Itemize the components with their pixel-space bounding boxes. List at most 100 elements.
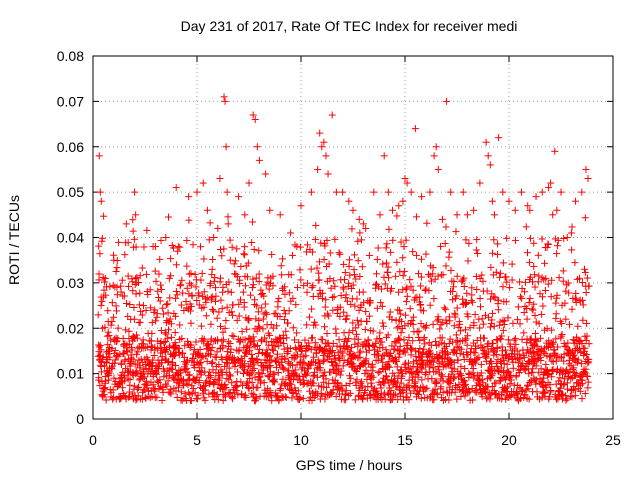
data-point <box>350 271 358 279</box>
data-point <box>217 296 225 304</box>
data-point <box>174 243 182 251</box>
data-point <box>578 340 586 348</box>
data-point <box>151 267 159 275</box>
data-point <box>475 353 483 361</box>
data-point <box>417 320 425 328</box>
data-point <box>474 249 482 257</box>
data-point <box>303 321 311 329</box>
data-point <box>269 282 277 290</box>
data-point <box>457 363 465 371</box>
data-point <box>471 310 479 318</box>
data-point <box>490 236 498 244</box>
data-point <box>98 234 106 242</box>
data-point <box>535 320 543 328</box>
data-point <box>525 299 533 307</box>
data-point <box>403 292 411 300</box>
data-point <box>251 116 259 124</box>
data-point <box>393 258 401 266</box>
data-point <box>579 316 587 324</box>
data-point <box>508 260 516 268</box>
data-point <box>555 274 563 282</box>
data-point <box>551 235 559 243</box>
data-point <box>530 300 538 308</box>
data-point <box>312 321 320 329</box>
data-point <box>512 340 520 348</box>
data-point <box>430 295 438 303</box>
data-point <box>329 340 337 348</box>
data-point <box>546 381 554 389</box>
data-point <box>509 358 517 366</box>
data-point <box>259 315 267 323</box>
data-point <box>296 243 304 251</box>
data-point <box>415 270 423 278</box>
data-point <box>429 358 437 366</box>
data-point <box>420 345 428 353</box>
data-point <box>266 331 274 339</box>
data-point <box>557 332 565 340</box>
data-point <box>406 305 414 313</box>
data-point <box>275 294 283 302</box>
data-point <box>191 270 199 278</box>
data-point <box>464 257 472 265</box>
data-point <box>384 376 392 384</box>
data-point <box>120 292 128 300</box>
data-point <box>514 316 522 324</box>
data-point <box>548 326 556 334</box>
data-point <box>405 359 413 367</box>
data-point <box>128 346 136 354</box>
data-point <box>218 371 226 379</box>
data-point <box>217 322 225 330</box>
data-point <box>389 236 397 244</box>
data-point <box>136 272 144 280</box>
data-point <box>96 250 104 258</box>
data-point <box>95 242 103 250</box>
data-point <box>472 246 480 254</box>
data-point <box>244 273 252 281</box>
data-point <box>412 347 420 355</box>
data-point <box>439 377 447 385</box>
data-point <box>370 188 378 196</box>
data-point <box>214 224 222 232</box>
data-point <box>417 255 425 263</box>
data-point <box>462 300 470 308</box>
data-point <box>454 356 462 364</box>
data-point <box>445 248 453 256</box>
data-point <box>479 379 487 387</box>
data-point <box>402 311 410 319</box>
data-point <box>583 351 591 359</box>
data-point <box>213 348 221 356</box>
data-point <box>496 269 504 277</box>
data-point <box>426 188 434 196</box>
data-point <box>138 311 146 319</box>
data-point <box>200 303 208 311</box>
data-point <box>392 357 400 365</box>
data-point <box>476 294 484 302</box>
data-point <box>132 290 140 298</box>
data-point <box>579 301 587 309</box>
data-point <box>273 350 281 358</box>
data-point <box>310 353 318 361</box>
data-point <box>369 341 377 349</box>
data-point <box>155 293 163 301</box>
data-point <box>241 348 249 356</box>
data-point <box>373 255 381 263</box>
data-point <box>420 307 428 315</box>
data-point <box>113 291 121 299</box>
data-point <box>95 343 103 351</box>
data-point <box>322 375 330 383</box>
data-point <box>473 236 481 244</box>
data-point <box>476 324 484 332</box>
data-point <box>546 352 554 360</box>
data-point <box>342 396 350 404</box>
data-point <box>581 390 589 398</box>
data-point <box>242 393 250 401</box>
data-point <box>110 256 118 264</box>
data-point <box>416 345 424 353</box>
data-point <box>315 269 323 277</box>
data-point <box>397 238 405 246</box>
data-point <box>235 300 243 308</box>
data-point <box>421 385 429 393</box>
data-point <box>532 380 540 388</box>
data-point <box>384 331 392 339</box>
data-point <box>379 260 387 268</box>
